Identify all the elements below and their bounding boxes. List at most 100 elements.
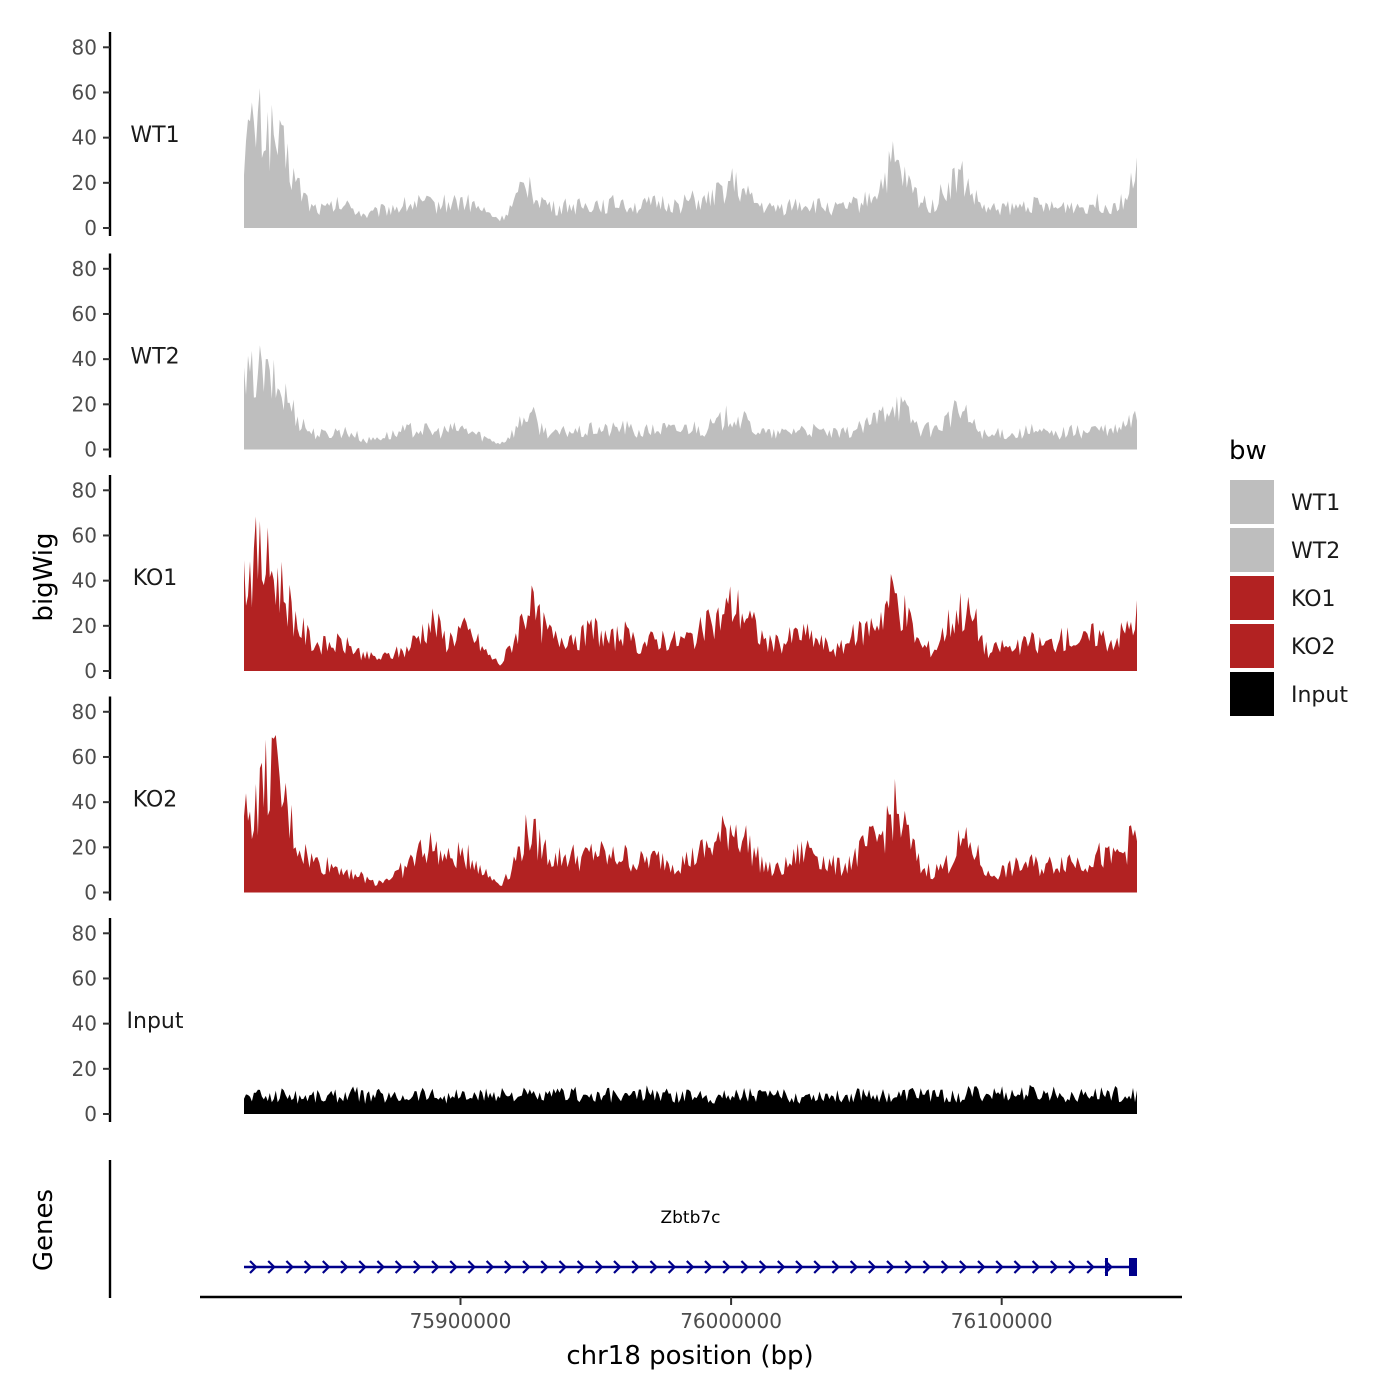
strand-arrow — [704, 1260, 713, 1274]
strand-arrow — [285, 1260, 294, 1274]
y-tick-label: 40 — [72, 790, 97, 814]
strand-arrow — [504, 1260, 513, 1274]
y-tick-label: 60 — [72, 302, 97, 326]
y-tick-label: 40 — [72, 347, 97, 371]
strand-arrow — [595, 1260, 604, 1274]
y-tick-label: 0 — [84, 216, 97, 240]
coverage-area — [244, 516, 1137, 671]
legend-key-ko2 — [1230, 624, 1274, 668]
strand-arrow — [467, 1260, 476, 1274]
coverage-tracks: 0 20 40 60 80 WT1 0 20 40 60 80 WT2 0 20 40 60 80 KO1 0 20 4… — [72, 32, 1137, 1126]
strand-arrow — [1050, 1260, 1059, 1274]
track-input: 0 20 40 60 80 Input — [72, 918, 1137, 1126]
strand-arrow — [394, 1260, 404, 1274]
strand-arrow — [1013, 1260, 1022, 1274]
y-tick-label: 80 — [72, 35, 97, 59]
coverage-area — [244, 735, 1137, 893]
track-ko2: 0 20 40 60 80 KO2 — [72, 696, 1137, 905]
y-tick-label: 60 — [72, 523, 97, 547]
strand-arrow — [649, 1260, 658, 1274]
strand-arrow — [1068, 1260, 1077, 1274]
strand-arrow — [667, 1260, 677, 1274]
strand-arrow — [303, 1260, 313, 1274]
y-tick-label: 80 — [72, 700, 97, 724]
strand-arrow — [922, 1260, 931, 1274]
strand-arrow — [722, 1260, 731, 1274]
y-tick-label: 80 — [72, 478, 97, 502]
strand-arrow — [795, 1260, 804, 1274]
strand-arrow — [413, 1260, 422, 1274]
legend-key-wt1 — [1230, 480, 1274, 524]
strand-arrow — [977, 1260, 986, 1274]
track-label: WT1 — [130, 123, 179, 148]
strand-arrow — [904, 1260, 913, 1274]
track-label: Input — [127, 1009, 184, 1034]
y-tick-label: 60 — [72, 966, 97, 990]
y-tick-label: 60 — [72, 745, 97, 769]
strand-arrow — [777, 1260, 786, 1274]
legend-key-ko1 — [1230, 576, 1274, 620]
strand-arrow — [576, 1260, 586, 1274]
strand-arrow — [267, 1260, 276, 1274]
strand-arrow — [322, 1260, 331, 1274]
strand-arrow — [558, 1260, 567, 1274]
gene-label: Zbtb7c — [660, 1208, 720, 1228]
y-tick-label: 40 — [72, 569, 97, 593]
strand-arrow — [631, 1260, 640, 1274]
strand-arrow — [813, 1260, 822, 1274]
y-tick-label: 20 — [72, 1057, 97, 1081]
coverage-area — [244, 88, 1137, 228]
y-tick-label: 20 — [72, 392, 97, 416]
legend-label-input: Input — [1291, 683, 1348, 708]
strand-arrow — [686, 1260, 695, 1274]
legend-key-wt2 — [1230, 528, 1274, 572]
genes-axis-title: Genes — [29, 1189, 59, 1271]
y-tick-label: 60 — [72, 80, 97, 104]
exon — [1129, 1258, 1137, 1276]
strand-arrow — [1086, 1260, 1095, 1274]
legend-title: bw — [1229, 436, 1267, 466]
x-tick-label: 75900000 — [410, 1309, 512, 1333]
strand-arrow — [449, 1260, 458, 1274]
strand-arrow — [522, 1260, 531, 1274]
y-tick-label: 20 — [72, 835, 97, 859]
x-tick-label: 76100000 — [951, 1309, 1053, 1333]
y-tick-label: 20 — [72, 171, 97, 195]
strand-arrow — [376, 1260, 385, 1274]
track-label: WT2 — [130, 345, 179, 370]
legend-label-wt1: WT1 — [1291, 491, 1340, 516]
coverage-area — [244, 1084, 1137, 1114]
strand-arrow — [358, 1260, 367, 1274]
legend-key-input — [1230, 672, 1274, 716]
strand-arrow — [340, 1260, 349, 1274]
strand-arrow — [249, 1260, 258, 1274]
gene-model: Zbtb7c — [244, 1208, 1137, 1276]
strand-arrow — [940, 1260, 950, 1274]
strand-arrow — [540, 1260, 549, 1274]
y-tick-label: 0 — [84, 881, 97, 905]
y-tick-label: 0 — [84, 438, 97, 462]
gene-track: Zbtb7c — [108, 1160, 1137, 1298]
coverage-area — [244, 345, 1137, 450]
y-tick-label: 0 — [84, 1102, 97, 1126]
strand-arrow — [849, 1260, 859, 1274]
legend: WT1 WT2 KO1 KO2 Input — [1230, 480, 1348, 716]
strand-arrow — [995, 1260, 1004, 1274]
y-tick-label: 80 — [72, 921, 97, 945]
exon — [1105, 1258, 1108, 1276]
strand-arrow — [886, 1260, 895, 1274]
x-axis-title: chr18 position (bp) — [566, 1341, 813, 1371]
strand-arrow — [959, 1260, 968, 1274]
strand-arrow — [831, 1260, 840, 1274]
y-tick-label: 40 — [72, 1012, 97, 1036]
track-label: KO1 — [133, 566, 178, 591]
x-tick-label: 76000000 — [680, 1309, 782, 1333]
strand-arrow — [431, 1260, 440, 1274]
track-label: KO2 — [133, 788, 178, 813]
legend-label-wt2: WT2 — [1291, 539, 1340, 564]
strand-arrow — [613, 1260, 622, 1274]
strand-arrow — [758, 1260, 768, 1274]
track-ko1: 0 20 40 60 80 KO1 — [72, 475, 1137, 683]
track-wt2: 0 20 40 60 80 WT2 — [72, 253, 1137, 462]
y-tick-label: 0 — [84, 659, 97, 683]
